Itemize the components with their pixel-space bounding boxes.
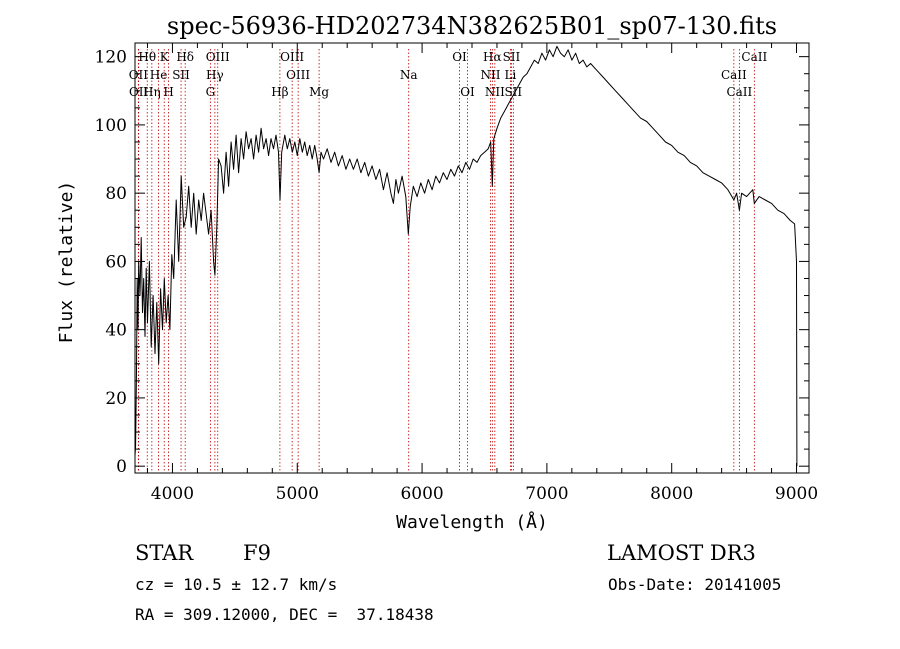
line-marker-label: Hα [483,50,502,64]
y-tick-label: 40 [105,321,127,341]
line-marker-label: H [163,85,173,99]
y-axis-ticks: 0 20 40 60 80 100 120 [95,48,809,477]
line-marker-label: He [150,68,168,82]
line-marker-label: Na [400,68,418,82]
line-marker-label: OIII [280,50,304,64]
y-tick-label: 0 [116,457,127,477]
line-marker-label: SII [172,68,190,82]
x-tick-label: 9000 [775,484,818,504]
line-marker-label: Mg [309,85,329,99]
line-marker-label: CaII [721,68,747,82]
y-tick-label: 20 [105,389,127,409]
x-axis-label: Wavelength (Å) [396,511,548,533]
plot-frame [134,42,810,474]
x-tick-label: 7000 [525,484,568,504]
line-marker-label: Hδ [176,50,194,64]
line-marker-label: CaII [726,85,752,99]
line-marker-label: OI [452,50,467,64]
redshift-text: cz = 10.5 ± 12.7 km/s [135,575,337,594]
line-marker-label: K [160,50,170,64]
x-tick-label: 4000 [151,484,194,504]
x-tick-label: 8000 [650,484,693,504]
line-marker-label: OIII [206,50,230,64]
obs-date: Obs-Date: 20141005 [608,575,781,594]
object-class: STAR [135,541,194,565]
object-subclass: F9 [243,541,271,565]
line-marker-label: Hγ [206,68,224,82]
coordinates-text: RA = 309.12000, DEC = 37.18438 [135,605,434,624]
line-marker-label: OI [460,85,475,99]
spectral-line-markers [137,49,755,473]
line-marker-label: G [206,85,216,99]
line-marker-label: OII [129,85,149,99]
y-tick-label: 100 [95,116,127,136]
line-marker-label: OII [129,68,149,82]
spectrum-series [134,45,798,467]
line-marker-label: Hθ [138,50,156,64]
line-marker-label: SII [504,85,522,99]
line-marker-label: SII [503,50,521,64]
survey-name: LAMOST DR3 [607,541,756,565]
y-axis-label: Flux (relative) [56,181,77,344]
line-marker-label: Li [505,68,517,82]
line-marker-label: CaII [741,50,767,64]
x-axis-ticks: 4000 5000 6000 7000 8000 9000 [146,43,818,504]
line-marker-label: Hη [143,85,161,99]
chart-title: spec-56936-HD202734N382625B01_sp07-130.f… [167,12,777,40]
y-tick-label: 120 [95,48,127,68]
x-tick-label: 5000 [276,484,319,504]
line-marker-label: Hβ [271,85,288,99]
line-marker-label: OIII [286,68,310,82]
y-tick-label: 80 [105,184,127,204]
y-tick-label: 60 [105,252,127,272]
line-marker-label: NII [485,85,505,99]
x-tick-label: 6000 [400,484,443,504]
line-marker-label: NII [480,68,500,82]
spectrum-line [134,45,798,467]
